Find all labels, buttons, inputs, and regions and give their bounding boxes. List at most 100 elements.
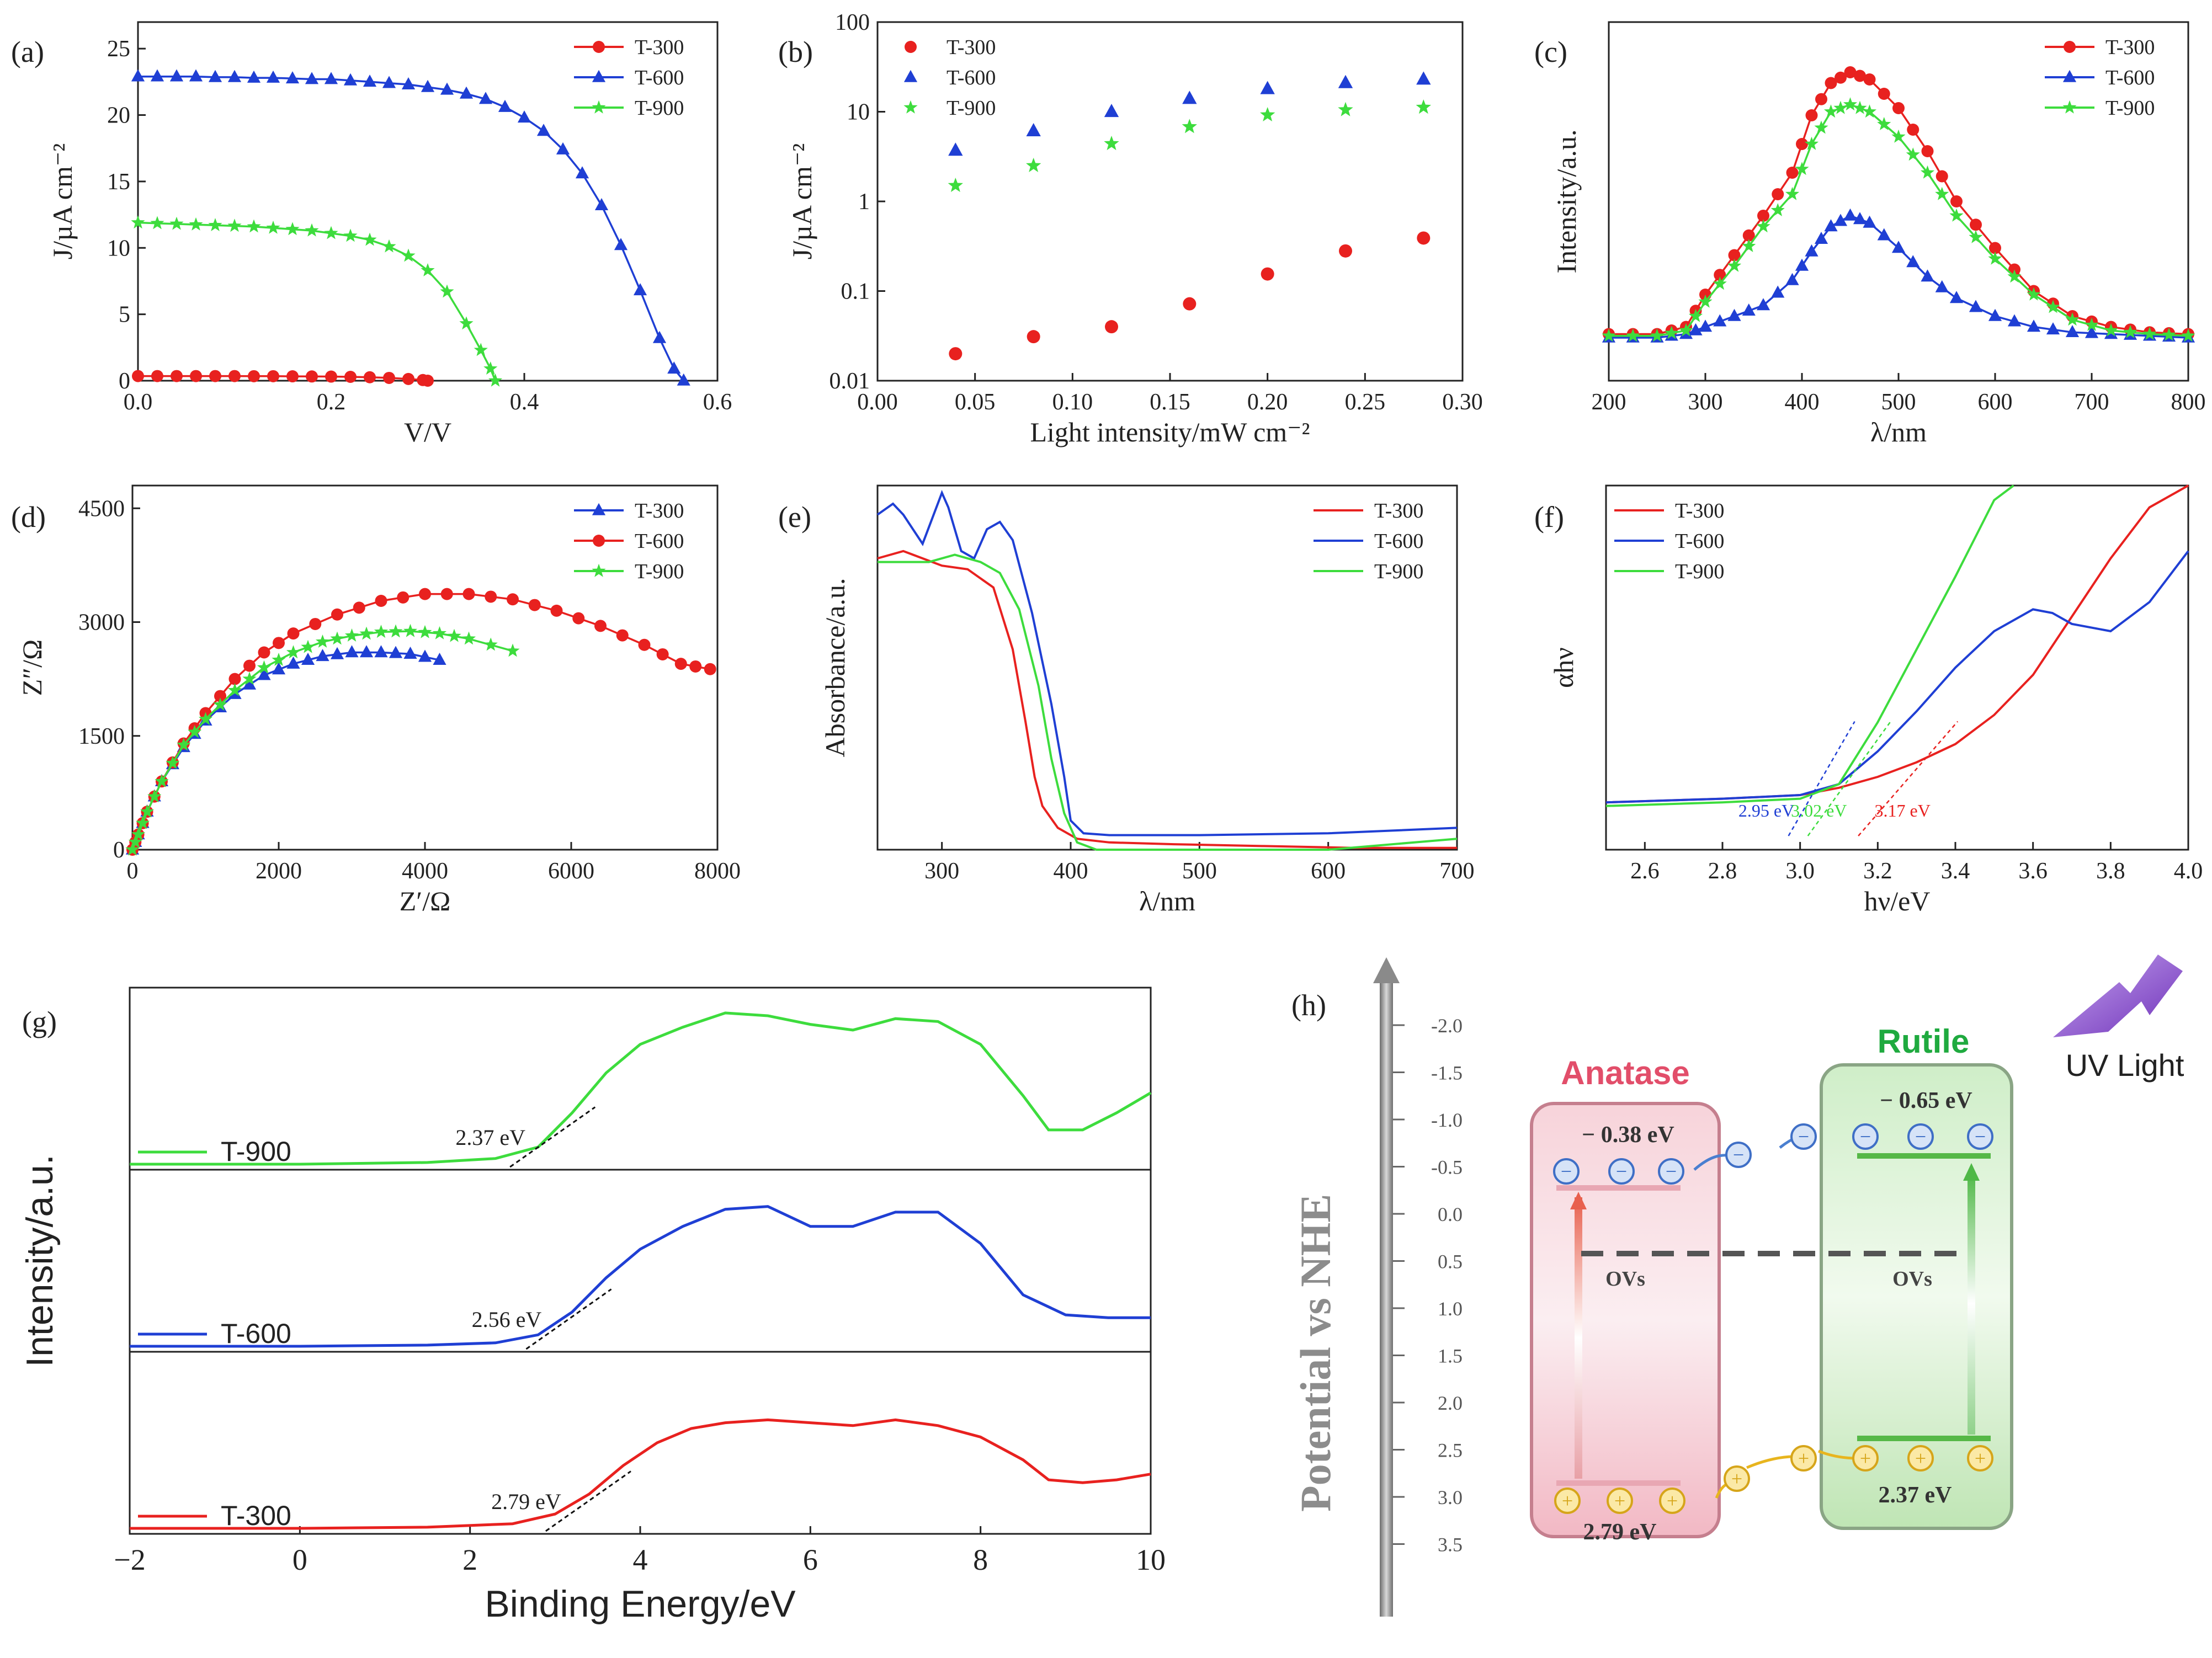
series-line-T-900 — [137, 221, 497, 381]
data-point-T-300 — [1183, 297, 1197, 311]
data-point-T-600 — [1906, 255, 1920, 268]
data-point-T-900 — [1988, 251, 2002, 265]
electron — [1725, 1142, 1752, 1168]
legend-label-T-600: T-600 — [947, 66, 996, 89]
data-point-T-300 — [286, 656, 300, 669]
x-tick-label: 300 — [1688, 390, 1723, 415]
electron — [1658, 1158, 1684, 1185]
electron-sign: − — [1666, 1160, 1677, 1182]
chart-e: 300 400 500 600 700 λ/nm Absorbance/a.u. T-300 T… — [820, 484, 1475, 916]
data-point-T-300 — [1742, 229, 1755, 242]
data-point-T-600 — [498, 99, 512, 112]
y-axis-title: Intensity/a.u. — [19, 1154, 61, 1367]
y-tick-label: 15 — [107, 169, 130, 195]
data-point-T-600 — [633, 283, 647, 296]
x-tick-label: 400 — [1785, 390, 1820, 415]
anatase-cb-value: − 0.38 eV — [1582, 1122, 1674, 1148]
legend-label-T-900: T-900 — [635, 97, 684, 120]
data-point-T-900 — [440, 284, 454, 298]
data-point-T-300 — [364, 371, 376, 383]
data-point-T-900 — [1679, 323, 1693, 337]
data-point-T-300 — [267, 370, 279, 382]
x-tick-label: 0.00 — [857, 390, 898, 415]
electron-sign: − — [1975, 1126, 1986, 1148]
x-tick-label: 500 — [1182, 859, 1217, 884]
legend-label-T-300: T-300 — [1374, 499, 1423, 523]
y-tick-label: 0 — [113, 838, 125, 863]
x-axis-title: Z′/Ω — [400, 886, 451, 916]
data-point-T-300 — [1835, 71, 1847, 84]
legend-label-T-600: T-600 — [1374, 530, 1423, 553]
hole — [1967, 1445, 1993, 1472]
data-point-T-600 — [616, 629, 629, 642]
data-point-T-300 — [1854, 70, 1866, 82]
data-point-T-900 — [382, 239, 396, 253]
data-point-T-900 — [474, 343, 488, 356]
data-point-T-600 — [1756, 298, 1770, 311]
chart-d: 0 2000 4000 6000 8000 0 1500 3000 4500 Z′/Ω Z″/Ω T-… — [17, 484, 741, 916]
data-point-T-900 — [285, 222, 300, 236]
data-point-T-600 — [2085, 326, 2099, 338]
data-point-T-600 — [948, 142, 963, 156]
data-point-T-900 — [432, 626, 447, 639]
data-point-T-900 — [131, 827, 146, 841]
data-point-T-900 — [189, 217, 203, 231]
legend-marker-T-900 — [592, 563, 606, 577]
series-line-T-600 — [1609, 215, 2189, 339]
data-point-T-600 — [1698, 319, 1713, 332]
x-tick-label: 0 — [127, 859, 139, 884]
x-tick-label: −2 — [114, 1543, 145, 1576]
rutile-arrowhead — [1963, 1163, 1980, 1181]
data-point-T-600 — [1795, 258, 1809, 271]
band-edge-annotation: 2.56 eV — [472, 1307, 542, 1332]
rutile-excitation-arrow — [1968, 1172, 1975, 1435]
hole-sign: + — [1614, 1490, 1625, 1512]
data-point-T-900 — [483, 637, 498, 651]
x-tick-label: 500 — [1881, 390, 1916, 415]
potential-axis-bar — [1380, 982, 1393, 1617]
data-point-T-600 — [150, 69, 164, 82]
data-point-T-300 — [1989, 242, 2001, 254]
data-point-T-600 — [638, 638, 651, 651]
data-point-T-900 — [136, 815, 150, 829]
band-gap-annotation: 2.95 eV — [1738, 801, 1794, 820]
data-point-T-300 — [228, 370, 241, 382]
x-tick-label: 600 — [1978, 390, 2013, 415]
data-point-T-900 — [305, 223, 319, 237]
data-point-T-900 — [2027, 287, 2041, 301]
y-tick-label: 20 — [107, 103, 130, 129]
series-line-T-300 — [130, 1418, 1151, 1530]
data-point-T-900 — [2162, 327, 2176, 341]
series-line-T-600 — [1605, 550, 2189, 804]
hole — [1724, 1465, 1750, 1492]
data-point-T-900 — [1026, 157, 1041, 172]
data-point-T-900 — [421, 263, 435, 276]
data-point-T-900 — [1626, 328, 1640, 342]
data-point-T-300 — [151, 370, 163, 382]
data-point-T-600 — [375, 595, 387, 607]
data-point-T-600 — [536, 124, 551, 136]
data-point-T-900 — [374, 625, 389, 638]
series-line-T-900 — [130, 1011, 1152, 1166]
data-point-T-600 — [305, 72, 319, 84]
data-point-T-600 — [1969, 300, 1983, 312]
legend-label-T-300: T-300 — [635, 36, 684, 59]
data-point-T-900 — [150, 216, 164, 230]
potential-axis-label: Potential vs NHE — [1291, 1194, 1339, 1512]
data-point-T-600 — [594, 620, 607, 632]
x-tick-label: 8 — [973, 1543, 988, 1576]
legend-label-T-300: T-300 — [947, 36, 996, 59]
rutile-cb-line — [1857, 1153, 1991, 1159]
data-point-T-600 — [397, 591, 410, 604]
tangent-line — [1788, 721, 1855, 836]
data-point-T-300 — [272, 662, 286, 675]
data-point-T-300 — [171, 370, 183, 382]
data-point-T-900 — [1688, 308, 1703, 322]
data-point-T-900 — [447, 628, 461, 642]
data-point-T-600 — [419, 588, 431, 600]
y-tick-label: 3000 — [78, 610, 125, 636]
data-point-T-600 — [169, 69, 184, 82]
data-point-T-600 — [309, 617, 322, 630]
potential-tick-label: -2.0 — [1431, 1015, 1463, 1037]
data-point-T-600 — [528, 599, 541, 611]
